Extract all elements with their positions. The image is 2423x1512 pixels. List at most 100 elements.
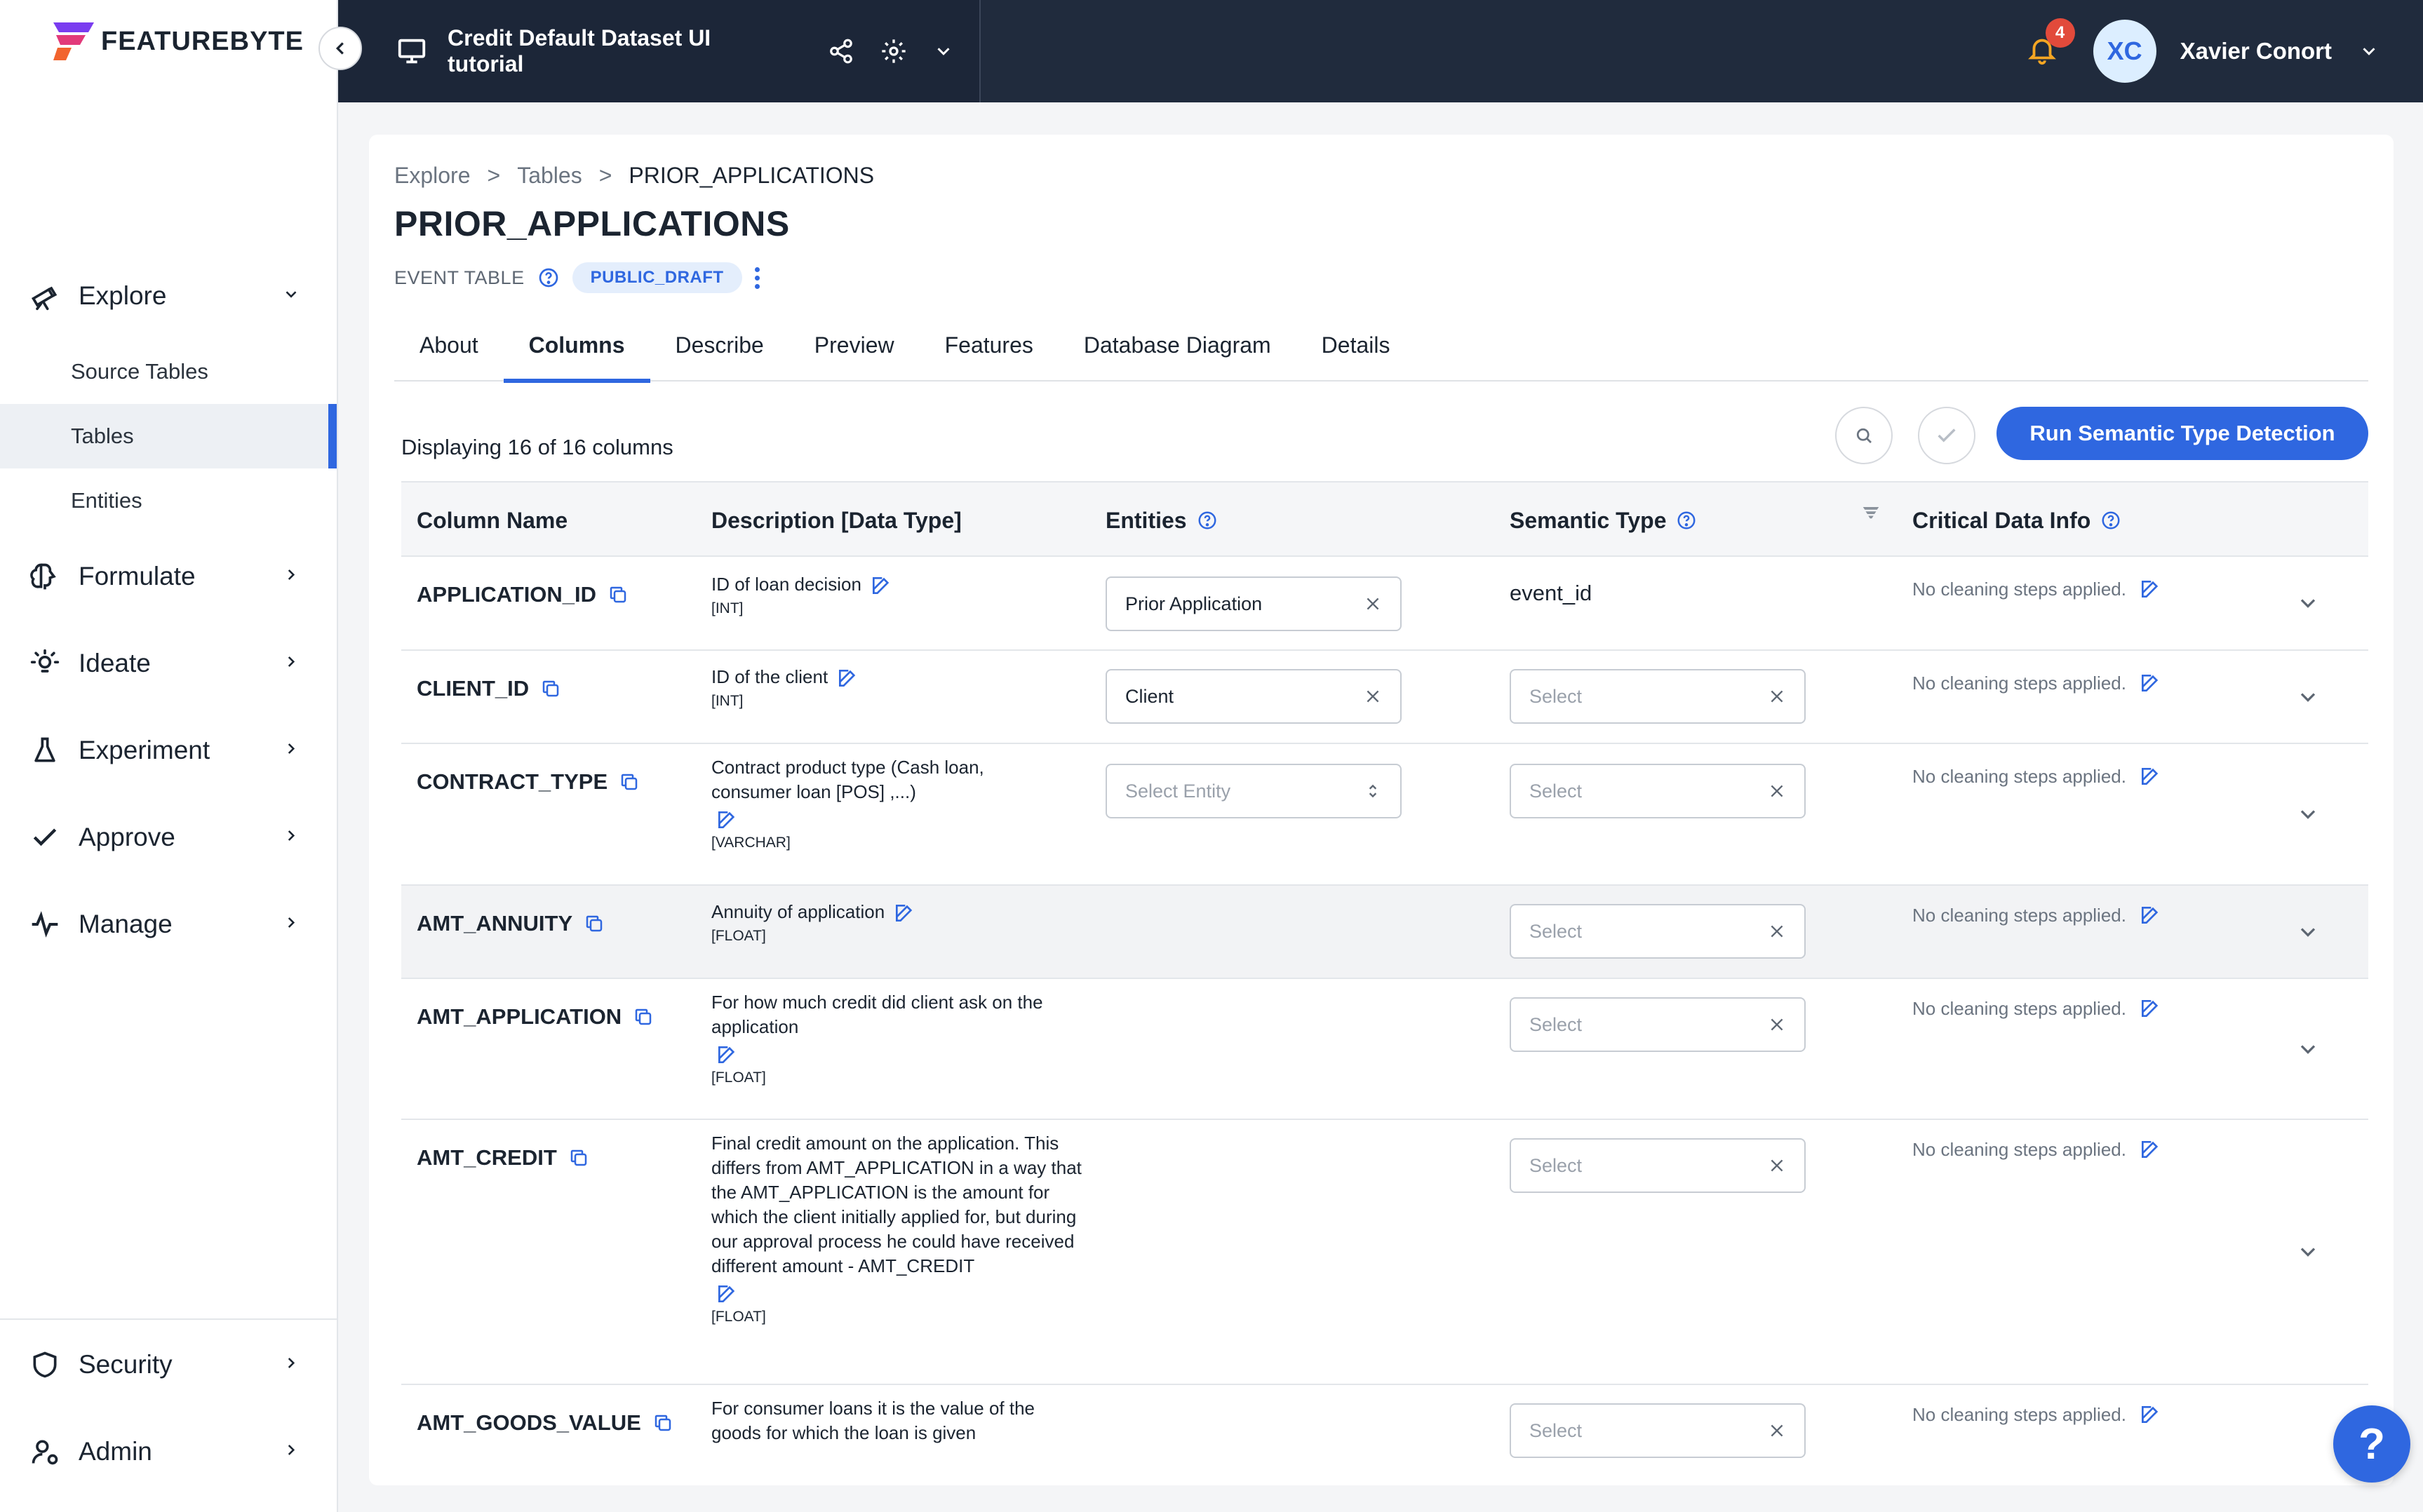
help-button[interactable]: ? xyxy=(2333,1405,2410,1483)
copy-icon[interactable] xyxy=(652,1412,673,1433)
clear-icon[interactable] xyxy=(1364,595,1382,613)
edit-icon[interactable] xyxy=(716,1283,1083,1305)
edit-icon[interactable] xyxy=(2139,904,2161,926)
chevron-right-icon xyxy=(282,1441,300,1463)
table-row[interactable]: AMT_ANNUITY Annuity of application [FLOA… xyxy=(401,886,2368,979)
edit-icon[interactable] xyxy=(2139,1403,2161,1426)
expand-row-chevron-icon[interactable] xyxy=(2295,590,2321,616)
breadcrumb-tables[interactable]: Tables xyxy=(517,163,582,188)
help-icon[interactable] xyxy=(537,266,560,289)
clear-icon[interactable] xyxy=(1768,922,1786,940)
help-icon[interactable] xyxy=(2100,510,2121,531)
edit-icon[interactable] xyxy=(2139,765,2161,788)
entity-select[interactable]: Client xyxy=(1106,669,1402,724)
gear-icon[interactable] xyxy=(880,37,908,65)
column-name-text: CLIENT_ID xyxy=(417,676,530,701)
clear-icon[interactable] xyxy=(1768,782,1786,800)
sidebar-item-approve[interactable]: Approve xyxy=(0,794,337,881)
table-row[interactable]: CLIENT_ID ID of the client [INT] Client … xyxy=(401,651,2368,744)
more-options-icon[interactable] xyxy=(754,266,760,289)
table-row[interactable]: APPLICATION_ID ID of loan decision [INT]… xyxy=(401,557,2368,651)
sidebar-item-manage[interactable]: Manage xyxy=(0,881,337,968)
expand-row-chevron-icon[interactable] xyxy=(2295,919,2321,945)
run-semantic-type-detection-button[interactable]: Run Semantic Type Detection xyxy=(1996,407,2368,460)
tab-about[interactable]: About xyxy=(420,332,478,358)
expand-row-chevron-icon[interactable] xyxy=(2295,1037,2321,1062)
project-title[interactable]: Credit Default Dataset UI tutorial xyxy=(448,25,711,76)
sidebar-subitem-source-tables[interactable]: Source Tables xyxy=(71,359,208,384)
project-dropdown-icon[interactable] xyxy=(933,41,954,62)
breadcrumb-current: PRIOR_APPLICATIONS xyxy=(629,163,875,188)
sidebar-item-admin[interactable]: Admin xyxy=(0,1408,337,1495)
sidebar-subitem-entities[interactable]: Entities xyxy=(71,488,142,513)
collapse-sidebar-button[interactable] xyxy=(318,27,362,70)
edit-icon[interactable] xyxy=(836,667,859,689)
confirm-button[interactable] xyxy=(1918,407,1975,464)
telescope-icon xyxy=(29,281,60,311)
table-meta: EVENT TABLE PUBLIC_DRAFT xyxy=(394,262,760,293)
expand-row-chevron-icon[interactable] xyxy=(2295,802,2321,827)
table-row[interactable]: AMT_CREDIT Final credit amount on the ap… xyxy=(401,1120,2368,1385)
user-name[interactable]: Xavier Conort xyxy=(2180,38,2332,64)
sidebar-item-ideate[interactable]: Ideate xyxy=(0,620,337,707)
expand-row-chevron-icon[interactable] xyxy=(2295,1239,2321,1264)
data-type: [FLOAT] xyxy=(711,1069,766,1086)
semantic-type-select[interactable]: Select xyxy=(1510,997,1806,1052)
semantic-type-select[interactable]: Select xyxy=(1510,1403,1806,1458)
copy-icon[interactable] xyxy=(584,913,605,934)
semantic-type-select[interactable]: Select xyxy=(1510,764,1806,818)
edit-icon[interactable] xyxy=(716,809,1048,831)
copy-icon[interactable] xyxy=(608,584,629,605)
clear-icon[interactable] xyxy=(1768,1422,1786,1440)
sidebar-item-experiment[interactable]: Experiment xyxy=(0,707,337,794)
user-gear-icon xyxy=(29,1436,60,1467)
tab-columns[interactable]: Columns xyxy=(503,332,650,383)
tab-describe[interactable]: Describe xyxy=(675,332,764,358)
tab-database-diagram[interactable]: Database Diagram xyxy=(1083,332,1271,358)
clear-icon[interactable] xyxy=(1364,687,1382,706)
table-row[interactable]: CONTRACT_TYPE Contract product type (Cas… xyxy=(401,744,2368,886)
table-row[interactable]: AMT_GOODS_VALUE For consumer loans it is… xyxy=(401,1385,2368,1462)
clear-icon[interactable] xyxy=(1768,687,1786,706)
tab-details[interactable]: Details xyxy=(1321,332,1390,358)
notification-bell-icon[interactable]: 4 xyxy=(2026,18,2075,69)
table-row[interactable]: AMT_APPLICATION For how much credit did … xyxy=(401,979,2368,1120)
tab-features[interactable]: Features xyxy=(944,332,1033,358)
brand-logo[interactable]: FEATUREBYTE xyxy=(51,20,304,63)
semantic-type-value: event_id xyxy=(1510,581,1592,605)
edit-icon[interactable] xyxy=(2139,997,2161,1020)
avatar[interactable]: XC xyxy=(2093,20,2156,83)
expand-row-chevron-icon[interactable] xyxy=(2295,684,2321,710)
semantic-type-select[interactable]: Select xyxy=(1510,1138,1806,1193)
edit-icon[interactable] xyxy=(870,574,892,597)
tab-preview[interactable]: Preview xyxy=(814,332,894,358)
search-button[interactable] xyxy=(1835,407,1893,464)
edit-icon[interactable] xyxy=(2139,672,2161,694)
table-header: Column Name Description [Data Type] Enti… xyxy=(401,481,2368,557)
breadcrumb-explore[interactable]: Explore xyxy=(394,163,471,188)
sidebar-subitem-tables[interactable]: Tables xyxy=(0,404,337,468)
entity-select[interactable]: Select Entity xyxy=(1106,764,1402,818)
edit-icon[interactable] xyxy=(716,1044,1069,1066)
semantic-type-select[interactable]: Select xyxy=(1510,904,1806,959)
copy-icon[interactable] xyxy=(619,771,640,792)
user-menu-chevron-icon[interactable] xyxy=(2358,41,2380,62)
entity-select[interactable]: Prior Application xyxy=(1106,576,1402,631)
copy-icon[interactable] xyxy=(540,678,561,699)
help-icon[interactable] xyxy=(1197,510,1218,531)
edit-icon[interactable] xyxy=(2139,578,2161,600)
help-icon[interactable] xyxy=(1676,510,1697,531)
edit-icon[interactable] xyxy=(2139,1138,2161,1161)
copy-icon[interactable] xyxy=(568,1147,589,1168)
sidebar-item-formulate[interactable]: Formulate xyxy=(0,533,337,620)
filter-icon[interactable] xyxy=(1860,504,1881,528)
edit-icon[interactable] xyxy=(893,902,915,924)
semantic-type-select[interactable]: Select xyxy=(1510,669,1806,724)
share-icon[interactable] xyxy=(828,38,854,65)
sidebar-item-security[interactable]: Security xyxy=(0,1321,337,1408)
status-badge[interactable]: PUBLIC_DRAFT xyxy=(572,262,742,293)
clear-icon[interactable] xyxy=(1768,1015,1786,1034)
sidebar-item-explore[interactable]: Explore xyxy=(0,252,337,339)
clear-icon[interactable] xyxy=(1768,1156,1786,1175)
copy-icon[interactable] xyxy=(633,1006,654,1027)
